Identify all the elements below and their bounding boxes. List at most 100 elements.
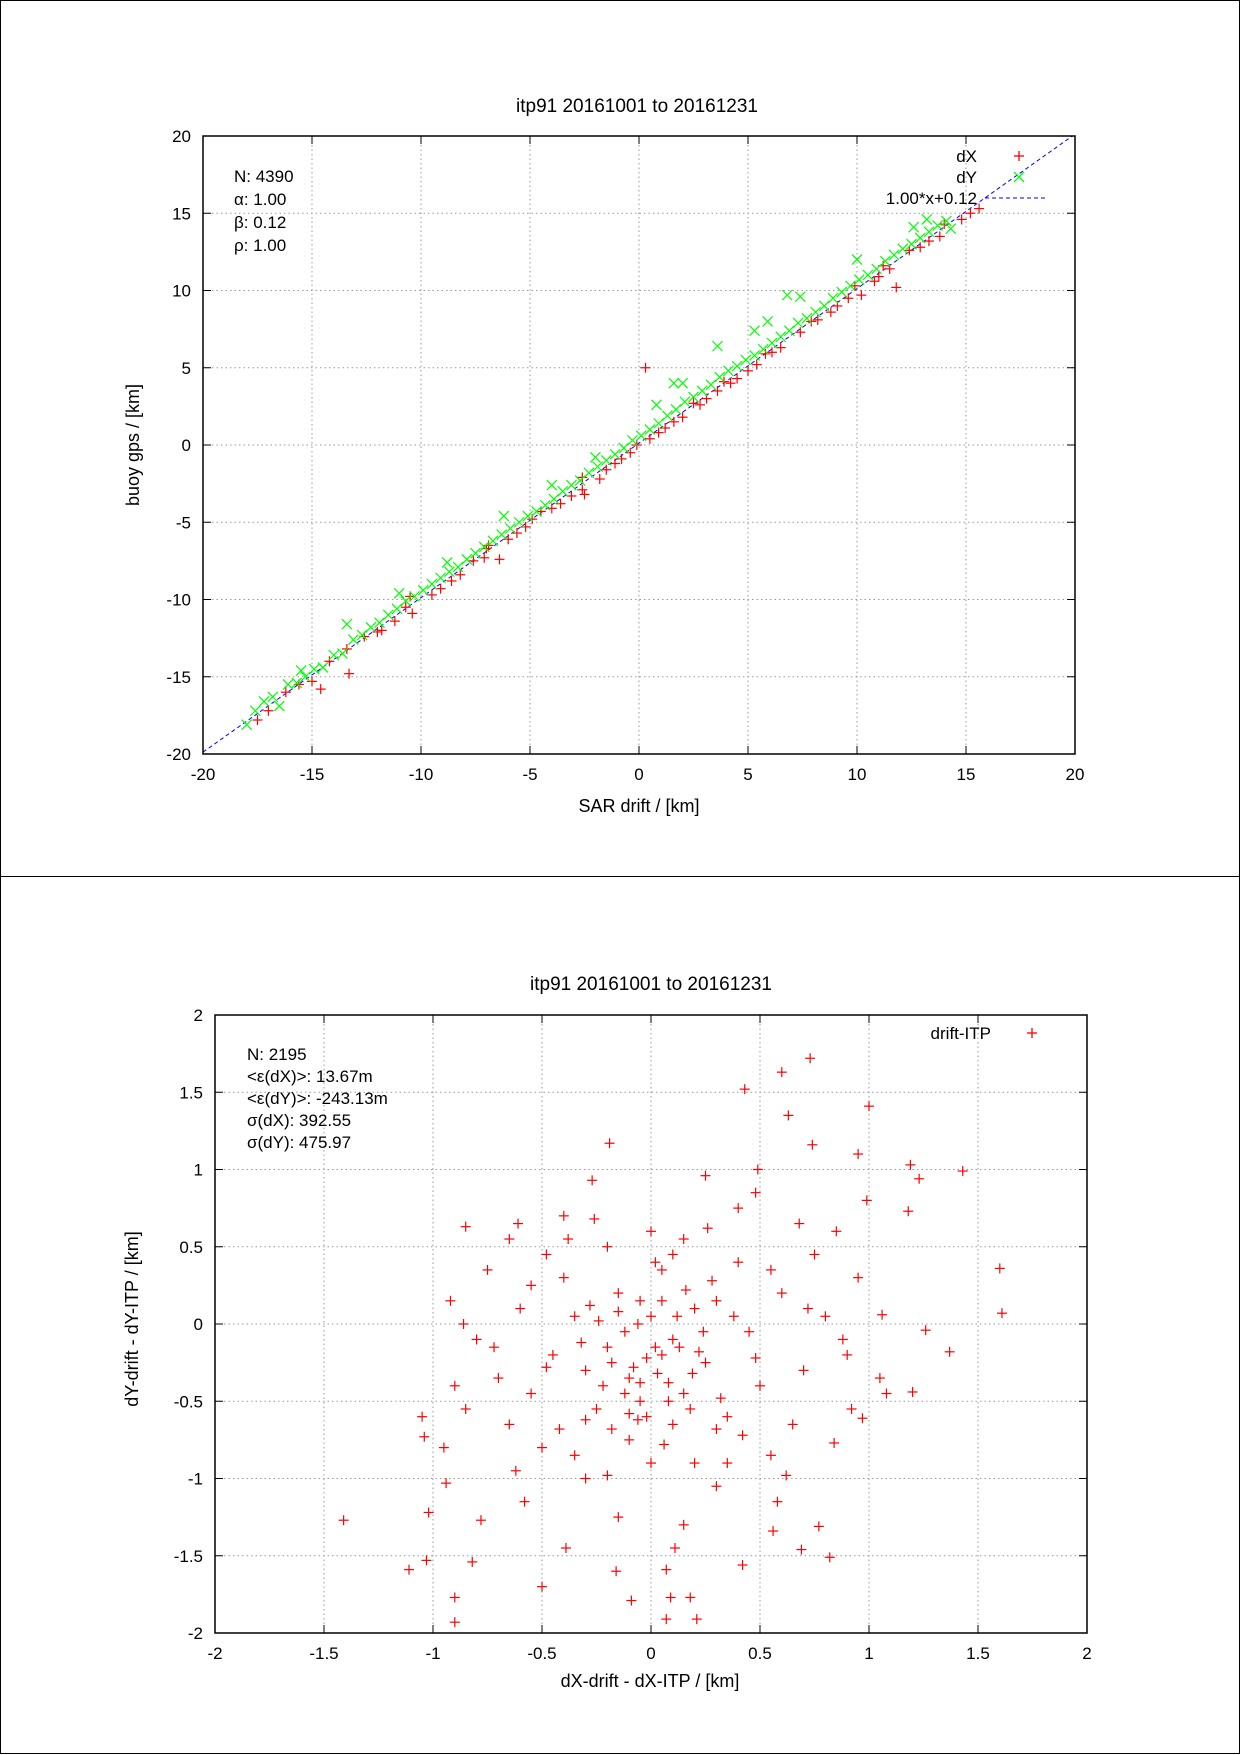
point-drift-itp bbox=[541, 1362, 552, 1373]
point-drift-itp bbox=[460, 1221, 471, 1232]
y-tick-label: -1.5 bbox=[174, 1547, 203, 1566]
point-dx bbox=[806, 316, 817, 327]
y-tick-label: 5 bbox=[182, 359, 191, 378]
point-drift-itp bbox=[475, 1515, 486, 1526]
point-drift-itp bbox=[628, 1362, 639, 1373]
point-drift-itp bbox=[510, 1465, 521, 1476]
point-dy bbox=[522, 510, 534, 522]
point-drift-itp bbox=[656, 1264, 667, 1275]
point-dx bbox=[376, 625, 387, 636]
point-drift-itp bbox=[661, 1564, 672, 1575]
point-drift-itp bbox=[547, 1349, 558, 1360]
point-drift-itp bbox=[698, 1326, 709, 1337]
point-dy bbox=[557, 485, 569, 497]
point-drift-itp bbox=[626, 1595, 637, 1606]
point-drift-itp bbox=[554, 1424, 565, 1435]
point-dy bbox=[783, 325, 795, 337]
legend-marker-drift-itp bbox=[1027, 1028, 1037, 1038]
point-drift-itp bbox=[669, 1543, 680, 1554]
point-drift-itp bbox=[441, 1478, 452, 1489]
point-dx bbox=[873, 271, 884, 282]
point-drift-itp bbox=[813, 1521, 824, 1532]
point-drift-itp bbox=[404, 1564, 415, 1575]
point-drift-itp bbox=[750, 1187, 761, 1198]
point-drift-itp bbox=[853, 1149, 864, 1160]
point-drift-itp bbox=[877, 1309, 888, 1320]
point-drift-itp bbox=[772, 1496, 783, 1507]
point-drift-itp bbox=[678, 1388, 689, 1399]
point-dy bbox=[679, 396, 691, 408]
point-dy bbox=[504, 523, 516, 534]
point-drift-itp bbox=[482, 1264, 493, 1275]
point-drift-itp bbox=[700, 1170, 711, 1181]
point-drift-itp bbox=[504, 1234, 515, 1245]
point-drift-itp bbox=[449, 1617, 460, 1628]
point-dx bbox=[668, 416, 679, 427]
point-dx bbox=[594, 473, 605, 484]
x-axis-label: SAR drift / [km] bbox=[578, 796, 699, 816]
point-drift-itp bbox=[646, 1458, 656, 1469]
point-drift-itp bbox=[994, 1263, 1005, 1274]
point-drift-itp bbox=[613, 1306, 624, 1317]
point-dy bbox=[337, 648, 348, 659]
chart-title: itp91 20161001 to 20161231 bbox=[530, 974, 772, 995]
point-drift-itp bbox=[711, 1424, 722, 1435]
point-dx bbox=[965, 208, 976, 219]
point-dx bbox=[577, 472, 588, 483]
point-drift-itp bbox=[602, 1470, 613, 1481]
point-dy bbox=[766, 337, 778, 349]
point-drift-itp bbox=[903, 1206, 914, 1217]
point-dy bbox=[496, 529, 508, 541]
point-dy bbox=[241, 719, 253, 731]
point-drift-itp bbox=[635, 1295, 646, 1306]
x-tick-label: 0.5 bbox=[748, 1644, 772, 1663]
point-drift-itp bbox=[602, 1241, 613, 1252]
y-tick-label: -1 bbox=[188, 1470, 203, 1489]
point-drift-itp bbox=[831, 1226, 842, 1237]
point-dy bbox=[409, 590, 420, 602]
point-dx bbox=[775, 342, 786, 353]
point-dx bbox=[511, 528, 522, 539]
point-drift-itp bbox=[776, 1067, 787, 1078]
point-dy bbox=[347, 634, 359, 646]
point-dy bbox=[668, 377, 680, 389]
point-dy bbox=[653, 417, 665, 429]
point-dx bbox=[446, 575, 457, 586]
point-drift-itp bbox=[796, 1544, 807, 1555]
point-dx bbox=[732, 373, 743, 384]
point-drift-itp bbox=[460, 1403, 471, 1414]
point-drift-itp bbox=[569, 1311, 580, 1322]
point-drift-itp bbox=[678, 1519, 689, 1530]
y-tick-label: -15 bbox=[166, 668, 191, 687]
point-dy bbox=[906, 238, 917, 250]
point-dy bbox=[921, 214, 933, 225]
point-dy bbox=[609, 448, 621, 460]
point-drift-itp bbox=[715, 1393, 726, 1404]
point-dx bbox=[577, 484, 588, 495]
point-dy bbox=[618, 442, 630, 454]
stat-sigma-dx: σ(dX): 392.55 bbox=[247, 1111, 351, 1130]
point-dy bbox=[546, 479, 558, 491]
point-dy bbox=[308, 663, 320, 675]
point-drift-itp bbox=[837, 1334, 848, 1345]
point-drift-itp bbox=[632, 1319, 643, 1329]
point-drift-itp bbox=[905, 1159, 916, 1170]
point-dy bbox=[478, 541, 490, 553]
point-dy bbox=[696, 385, 708, 397]
plot-area-frame bbox=[202, 135, 1076, 755]
x-tick-label: -2 bbox=[207, 1644, 222, 1663]
legend-marker-dy bbox=[1013, 171, 1025, 183]
point-dy bbox=[914, 232, 926, 244]
point-dy bbox=[461, 553, 473, 565]
point-dy bbox=[400, 595, 412, 607]
point-drift-itp bbox=[606, 1357, 617, 1368]
point-drift-itp bbox=[656, 1295, 667, 1306]
point-drift-itp bbox=[467, 1556, 478, 1567]
point-dy bbox=[435, 572, 447, 584]
point-drift-itp bbox=[685, 1403, 696, 1414]
point-dy bbox=[328, 649, 340, 661]
point-dx bbox=[252, 715, 263, 726]
point-drift-itp bbox=[580, 1365, 591, 1376]
legend-label-drift-itp: drift-ITP bbox=[931, 1024, 991, 1043]
point-drift-itp bbox=[765, 1450, 776, 1461]
